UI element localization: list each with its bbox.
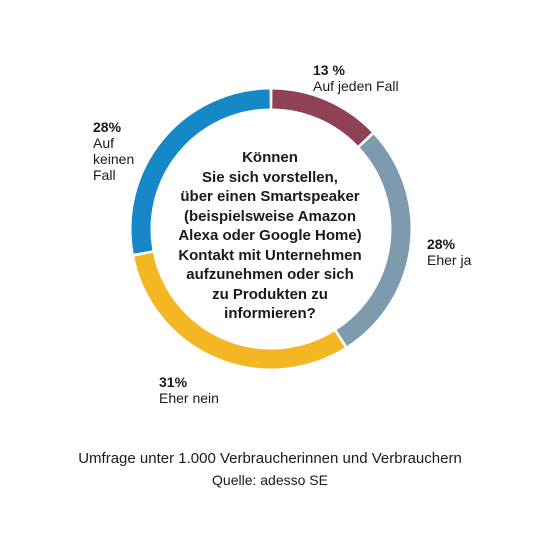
survey-caption: Umfrage unter 1.000 Verbraucherinnen und… xyxy=(78,450,462,467)
category-label-eher-ja: Eher ja xyxy=(427,252,472,268)
donut-segment-auf-keinen-fall xyxy=(131,89,270,254)
chart-question: Können Sie sich vorstellen, über einen S… xyxy=(178,149,362,322)
donut-segment-eher-nein xyxy=(134,252,345,369)
value-label-auf-keinen-fall: 28% xyxy=(93,119,122,135)
donut-segment-eher-ja xyxy=(336,134,411,346)
donut-segment-auf-jeden-fall xyxy=(272,89,372,146)
donut-chart xyxy=(131,89,411,369)
source-caption: Quelle: adesso SE xyxy=(212,472,328,488)
label-auf-keinen-fall: 28% Auf keinen Fall xyxy=(93,119,134,183)
value-label-eher-nein: 31% xyxy=(159,374,188,390)
category-label-auf-keinen-fall: Auf keinen Fall xyxy=(93,135,135,183)
category-label-auf-jeden-fall: Auf jeden Fall xyxy=(313,78,399,94)
value-label-auf-jeden-fall: 13 % xyxy=(313,62,345,78)
value-label-eher-ja: 28% xyxy=(427,236,456,252)
category-label-eher-nein: Eher nein xyxy=(159,390,219,406)
label-auf-jeden-fall: 13 % Auf jeden Fall xyxy=(313,62,399,94)
label-eher-ja: 28% Eher ja xyxy=(427,236,471,268)
label-eher-nein: 31% Eher nein xyxy=(159,374,219,406)
